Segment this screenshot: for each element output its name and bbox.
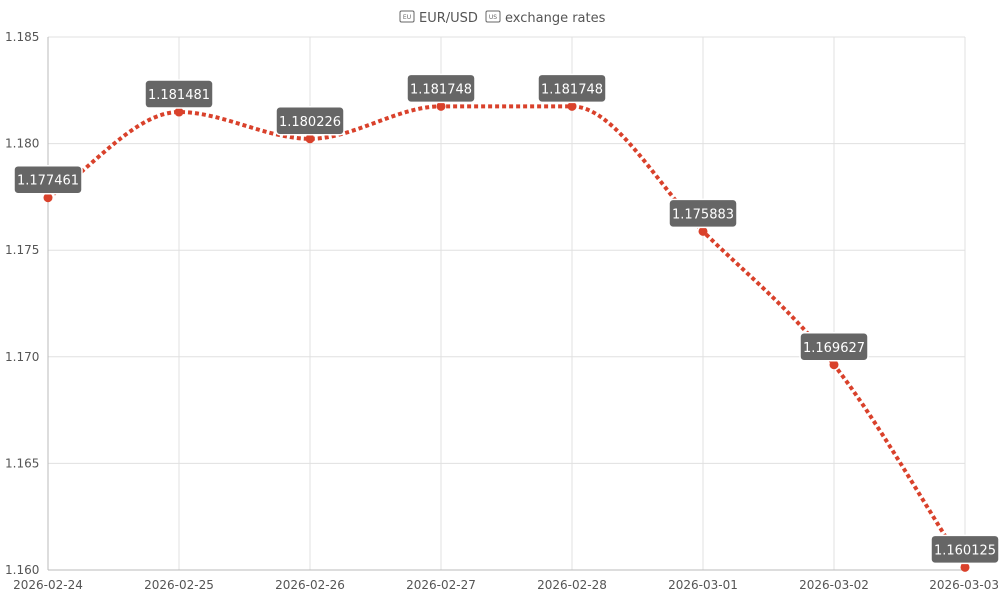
x-tick-label: 2026-02-26 [275,578,345,592]
data-label: 1.181748 [406,73,476,104]
chart-title: EU EUR/USD US exchange rates [399,10,606,26]
data-label: 1.169627 [799,332,869,362]
data-point [960,562,970,572]
data-label-text: 1.181481 [148,88,210,103]
us-flag-icon: US [485,10,501,23]
eu-flag-icon: EU [399,10,415,23]
x-tick-label: 2026-02-24 [13,578,83,592]
data-point [174,107,184,117]
data-label-text: 1.181748 [541,82,603,97]
x-tick-label: 2026-03-01 [668,578,738,592]
data-label-text: 1.177461 [17,174,79,189]
data-label-box [930,534,1000,565]
data-label-box [13,164,83,195]
x-tick-label: 2026-03-02 [799,578,869,592]
data-label-text: 1.169627 [803,341,865,356]
data-label: 1.181481 [144,79,214,109]
data-label-text: 1.160125 [934,543,996,558]
data-point [829,360,839,370]
icon-frame [485,10,501,23]
data-point [43,193,53,203]
y-tick-label: 1.170 [5,350,39,364]
data-label-box [406,73,476,104]
data-label-box [537,73,607,104]
x-tick-label: 2026-02-27 [406,578,476,592]
data-label: 1.177461 [13,164,83,195]
data-label-text: 1.175883 [672,207,734,222]
axes: 1.160 1.165 1.170 1.175 1.180 1.185 2026-02-24… [5,30,999,592]
y-tick-label: 1.185 [5,30,39,44]
data-point [436,101,446,111]
y-tick-label: 1.160 [5,563,39,577]
icon-glyph: US [489,14,497,21]
x-tick-label: 2026-03-03 [929,578,999,592]
data-point [567,101,577,111]
data-label-box [799,332,869,362]
data-label-box [668,198,738,229]
chart-title-suffix: exchange rates [505,11,606,26]
grid-lines [47,36,966,571]
y-tick-label: 1.165 [5,456,39,470]
x-tick-label: 2026-02-25 [144,578,214,592]
data-label-box [144,79,214,109]
data-label: 1.181748 [537,73,607,104]
data-label-box [275,106,345,136]
data-label-text: 1.181748 [410,82,472,97]
data-label: 1.160125 [930,534,1000,565]
data-label: 1.175883 [668,198,738,229]
icon-frame [399,10,415,23]
icon-glyph: EU [403,14,411,21]
chart-title-pair: EUR/USD [419,11,478,26]
x-tick-label: 2026-02-28 [537,578,607,592]
data-point [698,226,708,236]
data-label-text: 1.180226 [279,115,341,130]
data-point [305,134,315,144]
data-labels: 1.177461 1.181481 1.180226 1.181748 1.181748… [13,73,1000,565]
y-tick-label: 1.175 [5,243,39,257]
data-points [43,101,970,572]
data-label: 1.180226 [275,106,345,136]
y-tick-label: 1.180 [5,137,39,151]
